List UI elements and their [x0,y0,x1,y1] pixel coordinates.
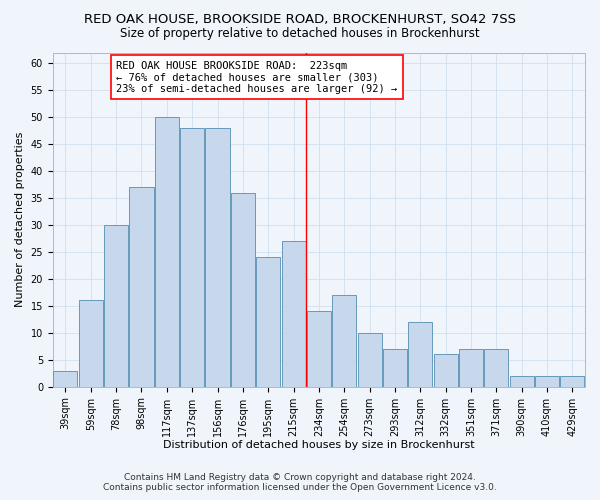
X-axis label: Distribution of detached houses by size in Brockenhurst: Distribution of detached houses by size … [163,440,475,450]
Bar [79,300,103,386]
Bar [383,349,407,387]
Y-axis label: Number of detached properties: Number of detached properties [15,132,25,308]
Bar [104,225,128,386]
Bar [484,349,508,387]
Bar [560,376,584,386]
Bar [155,117,179,386]
Text: Size of property relative to detached houses in Brockenhurst: Size of property relative to detached ho… [120,28,480,40]
Bar [307,312,331,386]
Bar [434,354,458,386]
Bar [281,241,305,386]
Bar [459,349,483,387]
Text: RED OAK HOUSE BROOKSIDE ROAD:  223sqm
← 76% of detached houses are smaller (303): RED OAK HOUSE BROOKSIDE ROAD: 223sqm ← 7… [116,60,397,94]
Bar [130,188,154,386]
Bar [205,128,230,386]
Bar [53,370,77,386]
Bar [180,128,204,386]
Text: RED OAK HOUSE, BROOKSIDE ROAD, BROCKENHURST, SO42 7SS: RED OAK HOUSE, BROOKSIDE ROAD, BROCKENHU… [84,12,516,26]
Bar [535,376,559,386]
Text: Contains HM Land Registry data © Crown copyright and database right 2024.
Contai: Contains HM Land Registry data © Crown c… [103,473,497,492]
Bar [358,333,382,386]
Bar [332,295,356,386]
Bar [231,192,255,386]
Bar [256,258,280,386]
Bar [509,376,533,386]
Bar [408,322,433,386]
